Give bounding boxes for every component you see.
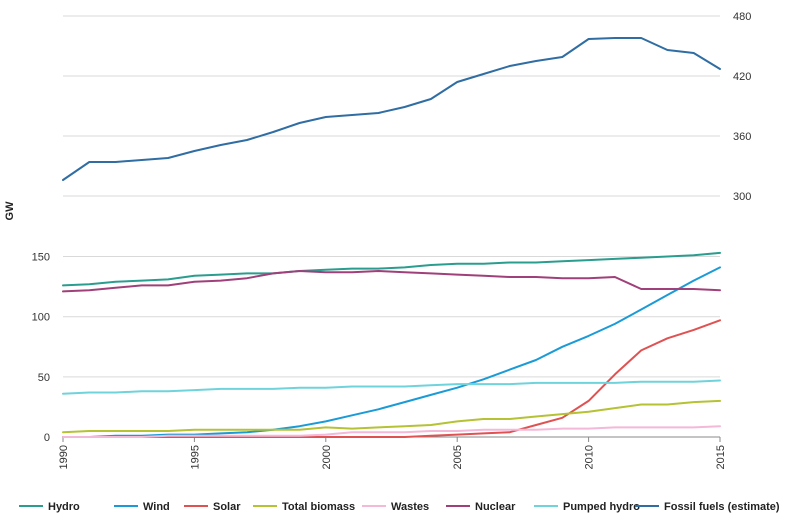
y-tick-label-upper: 360 [733,131,751,143]
legend-item-wastes: Wastes [362,501,429,513]
series-line-hydro [62,251,721,287]
x-tick-labels: 1990 1995 2000 2005 2010 2015 [58,437,727,469]
legend-item-total-biomass: Total biomass [253,501,355,513]
legend-item-nuclear: Nuclear [446,501,516,513]
legend: Hydro Wind Solar Total biomass Wastes Nuclear… [19,501,780,513]
legend-label: Wastes [391,501,429,513]
y-tick-label-upper: 420 [733,71,751,83]
series-line-wind [62,266,721,438]
legend-label: Fossil fuels (estimate) [664,501,780,513]
upper-y-tick-labels: 300 360 420 480 [733,11,751,203]
x-tick-label: 1995 [189,445,201,469]
legend-item-wind: Wind [114,501,170,513]
gridlines [63,15,720,378]
series-line-solar [62,319,721,438]
legend-item-pumped-hydro: Pumped hydro [534,501,640,513]
x-tick-label: 2015 [715,445,727,469]
legend-label: Hydro [48,501,80,513]
legend-label: Pumped hydro [563,501,640,513]
series-line-nuclear [62,270,721,293]
legend-label: Wind [143,501,170,513]
series-line-fossil-fuels-estimate [62,37,721,181]
y-tick-label-upper: 300 [733,191,751,203]
y-tick-label-upper: 480 [733,11,751,23]
legend-label: Solar [213,501,241,513]
x-tick-label: 1990 [58,445,70,469]
lower-y-tick-labels: 0 50 100 150 [32,252,50,444]
y-tick-label-lower: 150 [32,252,50,264]
x-tick-label: 2005 [452,445,464,469]
legend-label: Nuclear [475,501,516,513]
series-line-wastes [62,425,721,438]
series-line-total-biomass [62,399,721,434]
y-axis-label: GW [4,201,16,221]
series-lines [62,37,721,438]
legend-item-solar: Solar [184,501,241,513]
y-tick-label-lower: 50 [38,372,50,384]
x-tick-label: 2000 [321,445,333,469]
series-line-pumped-hydro [62,379,721,395]
legend-item-hydro: Hydro [19,501,80,513]
y-tick-label-lower: 0 [44,432,50,444]
x-tick-label: 2010 [584,445,596,469]
legend-item-fossil-fuels-estimate: Fossil fuels (estimate) [635,501,780,513]
legend-label: Total biomass [282,501,355,513]
y-tick-label-lower: 100 [32,312,50,324]
